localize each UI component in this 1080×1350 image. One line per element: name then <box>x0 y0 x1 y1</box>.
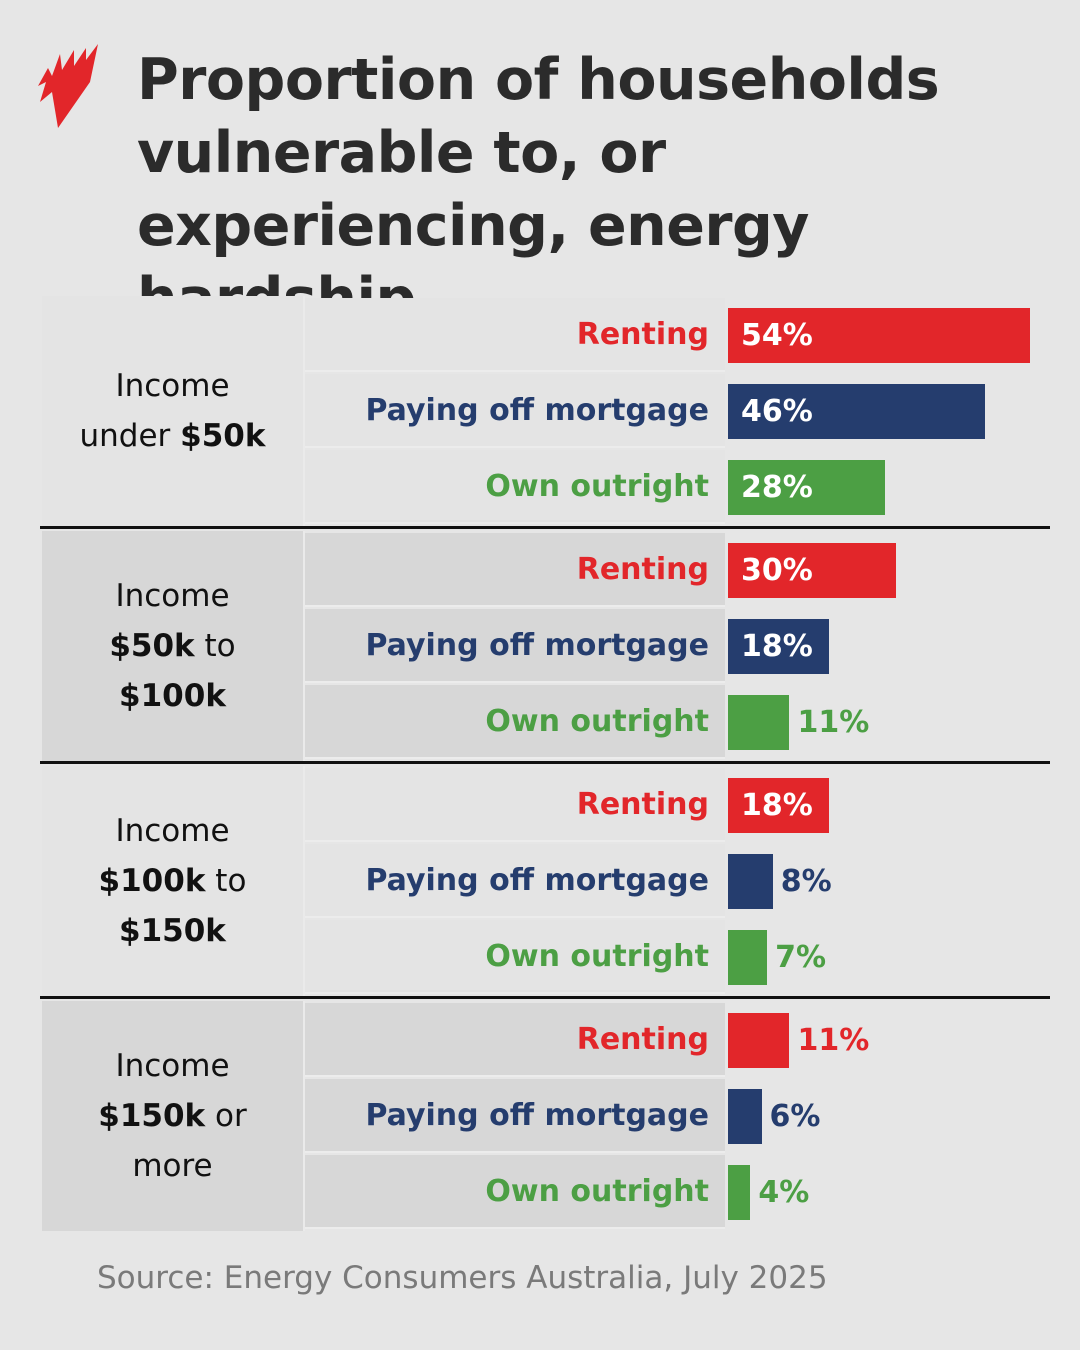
sbs-logo <box>38 44 98 128</box>
bar-renting <box>728 1013 790 1068</box>
income-group-label: Income $50k to $100k <box>42 531 305 761</box>
income-label-part: Income <box>115 368 230 404</box>
category-label: Own outright <box>305 920 725 994</box>
income-label-part: $150k <box>119 913 226 949</box>
value-label: 11% <box>797 1023 870 1058</box>
income-group-label: Income $150k or more <box>42 1001 305 1231</box>
category-label: Paying off mortgage <box>305 1079 725 1153</box>
category-label: Own outright <box>305 685 725 759</box>
category-label: Renting <box>305 298 725 372</box>
value-label: 30% <box>741 553 813 588</box>
bar-renting <box>728 778 829 833</box>
bar-paying-off-mortgage <box>728 1089 762 1144</box>
bar-paying-off-mortgage <box>728 384 986 439</box>
income-group: Income $100k to $150k Renting 18% Paying off … <box>40 766 1050 996</box>
value-label: 7% <box>775 940 827 975</box>
income-label-part: Income <box>115 578 230 614</box>
income-label-part: $100k <box>98 863 206 899</box>
value-label: 18% <box>741 629 813 664</box>
value-label: 18% <box>741 788 813 823</box>
income-label-part: $50k <box>109 628 195 664</box>
category-label: Renting <box>305 768 725 842</box>
chart-table: Income under $50k Renting 54% Paying off mor… <box>40 296 1050 1231</box>
income-label-part: or <box>205 1098 247 1134</box>
income-group: Income $150k or more Renting 11% Paying off m… <box>40 1001 1050 1231</box>
category-label: Paying off mortgage <box>305 374 725 448</box>
category-label: Renting <box>305 533 725 607</box>
group-divider <box>40 526 1050 529</box>
value-label: 46% <box>741 394 813 429</box>
category-label: Paying off mortgage <box>305 844 725 918</box>
bar-own-outright <box>728 460 885 515</box>
value-label: 11% <box>797 705 870 740</box>
income-label-part: $100k <box>119 678 226 714</box>
group-divider <box>40 996 1050 999</box>
income-label-part: $50k <box>180 418 266 454</box>
chart-title: Proportion of households vulnerable to, … <box>137 47 940 332</box>
value-label: 28% <box>741 470 813 505</box>
category-label: Paying off mortgage <box>305 609 725 683</box>
income-group-label: Income $100k to $150k <box>42 766 305 996</box>
value-label: 6% <box>769 1099 821 1134</box>
value-label: 4% <box>758 1175 810 1210</box>
income-label-part: under <box>79 418 181 454</box>
income-label-part: to <box>194 628 236 664</box>
value-label: 54% <box>741 318 813 353</box>
income-label-part: more <box>132 1148 213 1184</box>
bar-renting <box>728 543 896 598</box>
income-group: Income $50k to $100k Renting 30% Paying off m… <box>40 531 1050 761</box>
source-note: Source: Energy Consumers Australia, July… <box>97 1260 828 1296</box>
category-label: Renting <box>305 1003 725 1077</box>
bar-paying-off-mortgage <box>728 854 773 909</box>
bar-own-outright <box>728 1165 751 1220</box>
bar-renting <box>728 308 1030 363</box>
income-label-part: to <box>205 863 247 899</box>
group-divider <box>40 761 1050 764</box>
income-group-label: Income under $50k <box>42 296 305 526</box>
bar-paying-off-mortgage <box>728 619 829 674</box>
income-label-part: $150k <box>98 1098 206 1134</box>
income-group: Income under $50k Renting 54% Paying off mor… <box>40 296 1050 526</box>
income-label-part: Income <box>115 813 230 849</box>
category-label: Own outright <box>305 1155 725 1229</box>
bar-own-outright <box>728 695 790 750</box>
bar-own-outright <box>728 930 768 985</box>
value-label: 8% <box>780 864 832 899</box>
category-label: Own outright <box>305 450 725 524</box>
income-label-part: Income <box>115 1048 230 1084</box>
